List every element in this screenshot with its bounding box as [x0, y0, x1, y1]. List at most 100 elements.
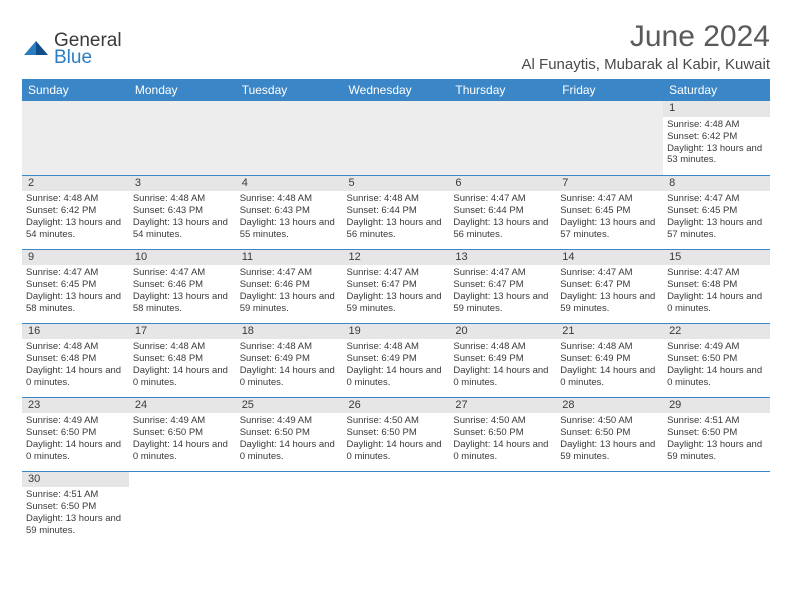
sunrise-text: Sunrise: 4:50 AM — [453, 415, 552, 427]
day-number: 20 — [449, 324, 556, 340]
calendar-body: 1Sunrise: 4:48 AMSunset: 6:42 PMDaylight… — [22, 101, 770, 545]
sunrise-text: Sunrise: 4:48 AM — [133, 193, 232, 205]
empty-cell — [556, 471, 663, 545]
daylight-text: Daylight: 13 hours and 53 minutes. — [667, 143, 766, 167]
day-cell: 23Sunrise: 4:49 AMSunset: 6:50 PMDayligh… — [22, 397, 129, 471]
daylight-text: Daylight: 14 hours and 0 minutes. — [133, 365, 232, 389]
logo-text: General Blue — [54, 32, 122, 66]
sunset-text: Sunset: 6:49 PM — [453, 353, 552, 365]
day-number: 19 — [343, 324, 450, 340]
sunrise-text: Sunrise: 4:49 AM — [133, 415, 232, 427]
day-cell: 25Sunrise: 4:49 AMSunset: 6:50 PMDayligh… — [236, 397, 343, 471]
title-block: June 2024 Al Funaytis, Mubarak al Kabir,… — [522, 20, 770, 73]
day-number: 15 — [663, 250, 770, 266]
daylight-text: Daylight: 14 hours and 0 minutes. — [453, 365, 552, 389]
day-cell: 5Sunrise: 4:48 AMSunset: 6:44 PMDaylight… — [343, 175, 450, 249]
location: Al Funaytis, Mubarak al Kabir, Kuwait — [522, 56, 770, 73]
daylight-text: Daylight: 13 hours and 54 minutes. — [26, 217, 125, 241]
day-cell: 17Sunrise: 4:48 AMSunset: 6:48 PMDayligh… — [129, 323, 236, 397]
day-cell: 4Sunrise: 4:48 AMSunset: 6:43 PMDaylight… — [236, 175, 343, 249]
day-cell: 10Sunrise: 4:47 AMSunset: 6:46 PMDayligh… — [129, 249, 236, 323]
day-number: 9 — [22, 250, 129, 266]
day-number: 26 — [343, 398, 450, 414]
sunrise-text: Sunrise: 4:49 AM — [26, 415, 125, 427]
sunset-text: Sunset: 6:48 PM — [26, 353, 125, 365]
empty-cell — [449, 101, 556, 175]
day-number: 16 — [22, 324, 129, 340]
day-cell: 2Sunrise: 4:48 AMSunset: 6:42 PMDaylight… — [22, 175, 129, 249]
sunset-text: Sunset: 6:43 PM — [240, 205, 339, 217]
sunrise-text: Sunrise: 4:51 AM — [26, 489, 125, 501]
day-cell: 14Sunrise: 4:47 AMSunset: 6:47 PMDayligh… — [556, 249, 663, 323]
daylight-text: Daylight: 13 hours and 59 minutes. — [560, 291, 659, 315]
daylight-text: Daylight: 14 hours and 0 minutes. — [560, 365, 659, 389]
sunrise-text: Sunrise: 4:47 AM — [347, 267, 446, 279]
empty-cell — [663, 471, 770, 545]
day-cell: 12Sunrise: 4:47 AMSunset: 6:47 PMDayligh… — [343, 249, 450, 323]
day-cell: 22Sunrise: 4:49 AMSunset: 6:50 PMDayligh… — [663, 323, 770, 397]
daylight-text: Daylight: 14 hours and 0 minutes. — [667, 365, 766, 389]
sunset-text: Sunset: 6:46 PM — [240, 279, 339, 291]
weekday-header: Monday — [129, 79, 236, 101]
calendar-table: Sunday Monday Tuesday Wednesday Thursday… — [22, 79, 770, 545]
sunset-text: Sunset: 6:43 PM — [133, 205, 232, 217]
day-number: 28 — [556, 398, 663, 414]
sunset-text: Sunset: 6:45 PM — [667, 205, 766, 217]
day-number: 6 — [449, 176, 556, 192]
day-cell: 28Sunrise: 4:50 AMSunset: 6:50 PMDayligh… — [556, 397, 663, 471]
day-number: 30 — [22, 472, 129, 488]
header: General Blue June 2024 Al Funaytis, Muba… — [22, 20, 770, 73]
sunrise-text: Sunrise: 4:48 AM — [240, 341, 339, 353]
daylight-text: Daylight: 14 hours and 0 minutes. — [240, 439, 339, 463]
day-cell: 9Sunrise: 4:47 AMSunset: 6:45 PMDaylight… — [22, 249, 129, 323]
day-number: 24 — [129, 398, 236, 414]
empty-cell — [449, 471, 556, 545]
day-number: 21 — [556, 324, 663, 340]
weekday-header: Tuesday — [236, 79, 343, 101]
sunrise-text: Sunrise: 4:49 AM — [240, 415, 339, 427]
sunrise-text: Sunrise: 4:48 AM — [347, 341, 446, 353]
sunrise-text: Sunrise: 4:48 AM — [133, 341, 232, 353]
sunset-text: Sunset: 6:45 PM — [26, 279, 125, 291]
sunrise-text: Sunrise: 4:47 AM — [240, 267, 339, 279]
day-cell: 11Sunrise: 4:47 AMSunset: 6:46 PMDayligh… — [236, 249, 343, 323]
day-number: 12 — [343, 250, 450, 266]
logo-text-blue: Blue — [54, 47, 92, 68]
sunset-text: Sunset: 6:50 PM — [26, 501, 125, 513]
day-number: 23 — [22, 398, 129, 414]
logo: General Blue — [22, 32, 122, 66]
daylight-text: Daylight: 14 hours and 0 minutes. — [26, 439, 125, 463]
daylight-text: Daylight: 14 hours and 0 minutes. — [240, 365, 339, 389]
day-number: 13 — [449, 250, 556, 266]
day-cell: 15Sunrise: 4:47 AMSunset: 6:48 PMDayligh… — [663, 249, 770, 323]
daylight-text: Daylight: 14 hours and 0 minutes. — [133, 439, 232, 463]
sunset-text: Sunset: 6:50 PM — [347, 427, 446, 439]
day-number: 10 — [129, 250, 236, 266]
daylight-text: Daylight: 14 hours and 0 minutes. — [347, 439, 446, 463]
sunset-text: Sunset: 6:49 PM — [347, 353, 446, 365]
day-cell: 30Sunrise: 4:51 AMSunset: 6:50 PMDayligh… — [22, 471, 129, 545]
sunset-text: Sunset: 6:42 PM — [667, 131, 766, 143]
daylight-text: Daylight: 13 hours and 57 minutes. — [560, 217, 659, 241]
sunset-text: Sunset: 6:48 PM — [667, 279, 766, 291]
logo-icon — [22, 37, 50, 61]
day-number: 11 — [236, 250, 343, 266]
sunrise-text: Sunrise: 4:47 AM — [560, 267, 659, 279]
sunset-text: Sunset: 6:47 PM — [560, 279, 659, 291]
daylight-text: Daylight: 14 hours and 0 minutes. — [453, 439, 552, 463]
empty-cell — [236, 101, 343, 175]
day-number: 3 — [129, 176, 236, 192]
sunrise-text: Sunrise: 4:47 AM — [453, 193, 552, 205]
daylight-text: Daylight: 13 hours and 58 minutes. — [26, 291, 125, 315]
sunrise-text: Sunrise: 4:50 AM — [347, 415, 446, 427]
day-number: 18 — [236, 324, 343, 340]
sunrise-text: Sunrise: 4:48 AM — [26, 193, 125, 205]
sunset-text: Sunset: 6:50 PM — [667, 427, 766, 439]
sunset-text: Sunset: 6:44 PM — [453, 205, 552, 217]
sunset-text: Sunset: 6:47 PM — [453, 279, 552, 291]
daylight-text: Daylight: 13 hours and 55 minutes. — [240, 217, 339, 241]
day-number: 4 — [236, 176, 343, 192]
sunrise-text: Sunrise: 4:48 AM — [26, 341, 125, 353]
sunset-text: Sunset: 6:50 PM — [560, 427, 659, 439]
sunrise-text: Sunrise: 4:48 AM — [347, 193, 446, 205]
